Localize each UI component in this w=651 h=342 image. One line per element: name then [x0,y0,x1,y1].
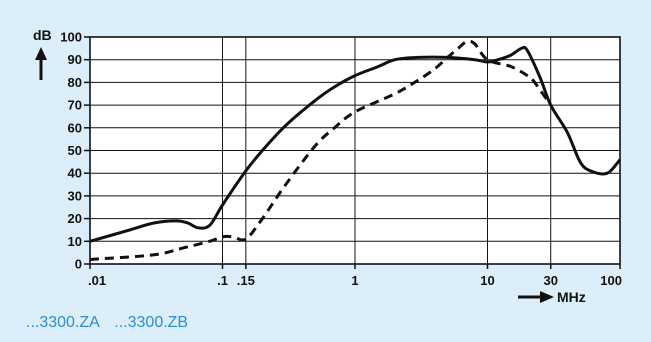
y-axis-arrow-head [35,47,47,60]
x-tick-label-.15: .15 [237,273,255,288]
x-axis-label: MHz [557,289,586,305]
y-tick-label-90: 90 [68,52,82,67]
legend: ...3300.ZA ...3300.ZB [26,314,198,332]
y-tick-label-80: 80 [68,75,82,90]
y-tick-label-10: 10 [68,234,82,249]
x-tick-label-.1: .1 [217,273,228,288]
x-axis-arrow-head [540,291,554,303]
plot-frame [89,36,621,265]
y-tick-label-30: 30 [68,188,82,203]
emi-attenuation-chart: 0 10 20 30 40 50 60 70 80 90 100 .01 .1 .15 1 10 30 100 dB… [33,27,622,305]
y-tick-label-0: 0 [75,257,82,272]
x-tick-label-30: 30 [543,273,557,288]
chart-grid [84,36,621,269]
y-tick-label-50: 50 [68,143,82,158]
y-tick-label-70: 70 [68,98,82,113]
series-line-dashed [89,39,552,261]
y-tick-label-40: 40 [68,166,82,181]
y-tick-label-20: 20 [68,211,82,226]
chart-series [89,39,622,261]
y-tick-label-60: 60 [68,120,82,135]
chart-canvas: 0 10 20 30 40 50 60 70 80 90 100 .01 .1 .15 1 10 30 100 dB… [33,27,622,305]
y-axis-label: dB [33,27,52,43]
x-tick-label-10: 10 [480,273,494,288]
x-tick-label-.01: .01 [88,273,106,288]
legend-item-za: ...3300.ZA [26,314,100,331]
y-tick-label-100: 100 [60,30,82,45]
legend-item-zb: ...3300.ZB [114,314,189,331]
x-tick-label-100: 100 [600,273,622,288]
x-tick-label-1: 1 [351,273,358,288]
chart-labels: 0 10 20 30 40 50 60 70 80 90 100 .01 .1 .15 1 10 30 100 dB… [33,27,622,305]
